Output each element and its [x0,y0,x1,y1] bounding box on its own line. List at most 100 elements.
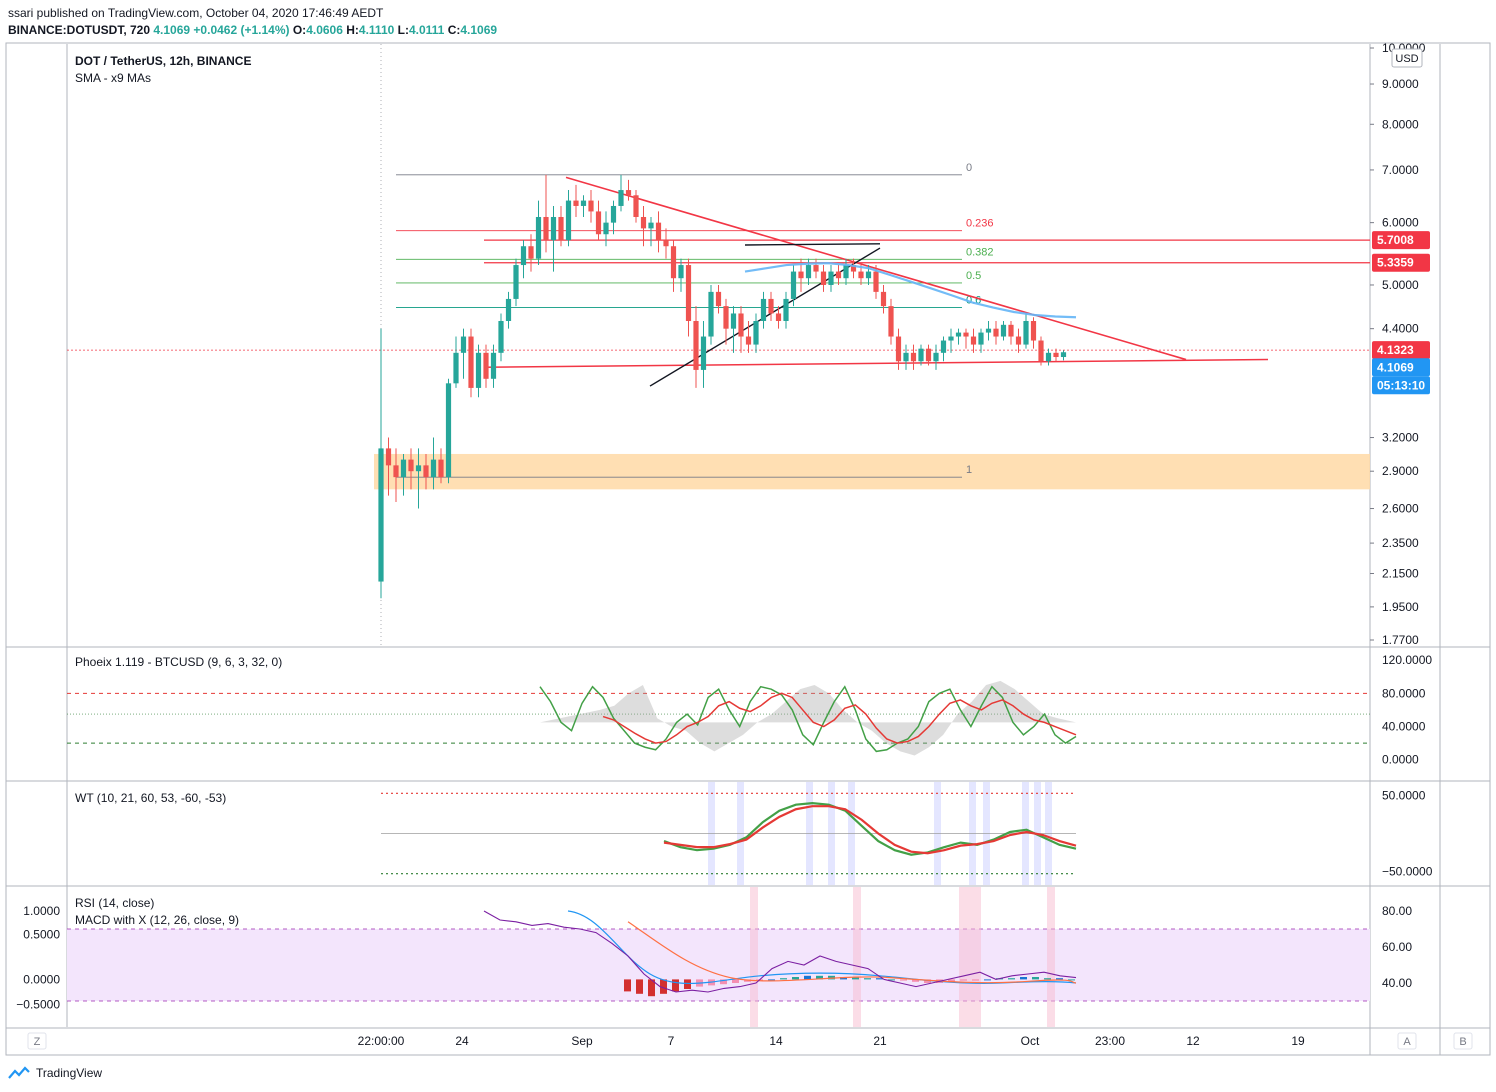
candle-body [678,265,684,279]
candle-body [528,246,534,259]
time-axis-label: 22:00:00 [358,1034,405,1048]
price-tag-label: 4.1323 [1377,343,1414,357]
candle-body [993,328,999,337]
candle-body [895,336,902,362]
macd-hist-bar [1020,977,1027,980]
macd-hist-bar [1068,979,1075,981]
price-tag [1372,358,1430,377]
time-axis-label: 24 [455,1034,469,1048]
macd-tick-label: 0.0000 [23,972,60,986]
rsi-signal-bar [750,887,758,1027]
candle-body [513,265,519,299]
macd-hist-bar [900,979,907,981]
price-tick-label: 9.0000 [1382,77,1419,91]
macd-hist-bar [924,979,931,983]
candle-body [775,313,782,321]
ohlc-high: 4.1110 [358,23,395,37]
brand-label: TradingView [36,1066,103,1080]
candle-body [813,265,819,272]
support-zone [374,453,1370,490]
ohlc-low: 4.0111 [408,23,445,37]
candle-body [655,222,662,241]
macd-hist-bar [828,975,835,980]
time-axis-label: 19 [1291,1034,1305,1048]
candle-body [603,222,609,235]
price-tick-label: 1.7700 [1382,633,1419,647]
fib-label: 0.236 [966,218,994,230]
candle-body [745,336,752,345]
candle-body [565,200,572,241]
macd-title: MACD with X (12, 26, close, 9) [75,913,239,927]
zoom-button[interactable] [27,1032,47,1050]
candle-body [1000,324,1007,337]
price-tag [1372,253,1430,272]
candle-body [520,246,527,266]
signal-line [627,921,1077,984]
candle-body [805,265,812,279]
candle-body [940,340,947,353]
rsi-signal-bar [1047,887,1055,1027]
price-tick-label: 5.0000 [1382,278,1419,292]
macd-hist-bar [720,979,727,985]
fib-label: 0 [966,162,972,174]
candle-body [490,352,497,379]
candle-body [685,265,692,321]
price-tick-label: 2.6000 [1382,502,1419,516]
candle-body [408,459,414,472]
sma-line [744,262,1077,319]
candle-body [430,459,437,478]
candle-body [888,306,894,337]
wt-slow-line [663,805,1077,855]
price-tag [1372,341,1430,360]
candle-body [925,348,932,362]
candle-body [1008,324,1014,337]
macd-hist-bar [684,979,691,989]
macd-hist-bar [1044,978,1051,980]
candle-body [850,265,857,272]
fib-label: 1 [966,464,972,476]
symbol-ohlc-line: BINANCE:DOTUSDT, 720 4.1069 +0.0462 (+1.… [8,23,498,37]
rsi-tick-label: 60.00 [1382,940,1412,954]
currency-badge [1391,48,1423,68]
macd-hist-bar [672,979,679,992]
price-tick-label: 8.0000 [1382,117,1419,131]
macd-hist-bar [852,977,859,980]
candle-body [640,216,647,229]
ohlc-close: 4.1069 [460,23,498,37]
price-tag-label: 5.3359 [1377,256,1414,270]
candle-body [1053,352,1059,358]
tradingview-brand[interactable]: TradingView [8,1066,102,1080]
candle-body [820,271,827,285]
candle-body [625,190,632,196]
wt-tick-label: 50.0000 [1382,789,1426,803]
candle-body [438,459,444,478]
price-tick-label: 1.9500 [1382,600,1419,614]
time-axis-label: 12 [1186,1034,1200,1048]
macd-hist-bar [624,979,631,992]
candle-body [468,336,474,388]
candle-body [783,298,789,321]
candle-body [670,246,677,279]
candle-body [955,332,962,337]
price-tick-label: 2.3500 [1382,536,1419,550]
log-scale-button[interactable] [1453,1032,1473,1050]
rsi-signal-bar [853,887,861,1027]
macd-hist-bar [732,979,739,983]
time-axis-label: 21 [873,1034,887,1048]
macd-hist-bar [984,979,991,981]
price-tag-label: 05:13:10 [1377,378,1425,392]
time-axis-label: Oct [1021,1034,1040,1048]
candle-body [543,216,549,241]
candle-body [723,306,729,329]
macd-hist-bar [876,978,883,980]
time-axis-label: 7 [668,1034,675,1048]
flat-trendline [744,243,881,246]
auto-scale-button[interactable] [1397,1032,1417,1050]
main-title: DOT / TetherUS, 12h, BINANCE [75,54,251,68]
fib-label: 0.382 [966,246,994,258]
candle-body [580,200,587,206]
candle-body [610,205,617,223]
tradingview-logo-icon [8,1066,30,1079]
price-tick-label: 3.2000 [1382,431,1419,445]
